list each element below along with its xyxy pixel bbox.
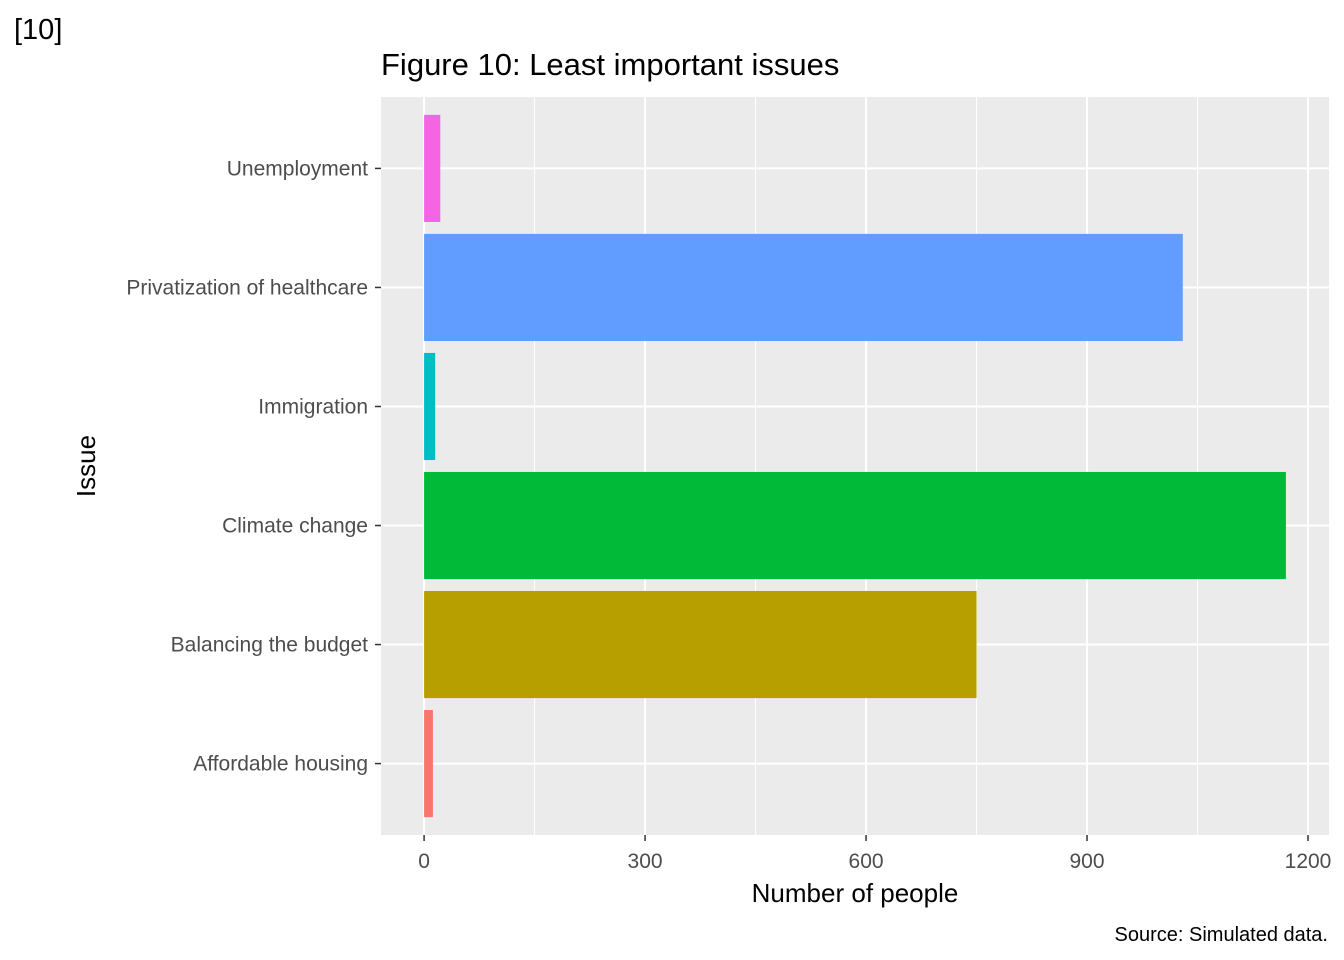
bar	[424, 590, 977, 699]
bar	[424, 471, 1286, 580]
y-tick-label: Privatization of healthcare	[126, 276, 368, 299]
y-tick-label: Affordable housing	[193, 753, 368, 776]
chart-caption: Source: Simulated data.	[1115, 924, 1328, 946]
x-tick-label: 1200	[1285, 850, 1332, 873]
x-tick-label: 900	[1070, 850, 1105, 873]
bar	[424, 710, 433, 818]
x-tick-label: 600	[849, 850, 884, 873]
x-tick-label: 0	[418, 850, 430, 873]
bar	[424, 233, 1183, 342]
figure-tag: [10]	[14, 14, 63, 46]
chart-title: Figure 10: Least important issues	[381, 47, 839, 82]
x-axis: 0 300 600 900 1200	[418, 835, 1331, 873]
minor-gridlines	[534, 97, 1199, 835]
x-tick-label: 300	[628, 850, 663, 873]
y-tick-label: Immigration	[258, 395, 368, 418]
y-tick-label: Unemployment	[227, 157, 368, 180]
y-axis-title: Issue	[71, 435, 101, 497]
x-axis-title: Number of people	[752, 878, 959, 908]
bar	[424, 114, 441, 222]
y-axis: Affordable housing Balancing the budget Cl…	[126, 157, 381, 776]
y-tick-label: Climate change	[222, 515, 368, 538]
plot-panel	[381, 97, 1329, 835]
y-tick-label: Balancing the budget	[171, 634, 368, 657]
bars	[424, 114, 1286, 818]
bar	[424, 352, 436, 461]
